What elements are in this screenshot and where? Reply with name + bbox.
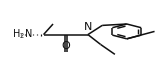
Text: $\mathsf{H_2N}$: $\mathsf{H_2N}$ [12, 27, 32, 41]
Text: O: O [61, 41, 70, 51]
Text: N: N [84, 22, 92, 32]
